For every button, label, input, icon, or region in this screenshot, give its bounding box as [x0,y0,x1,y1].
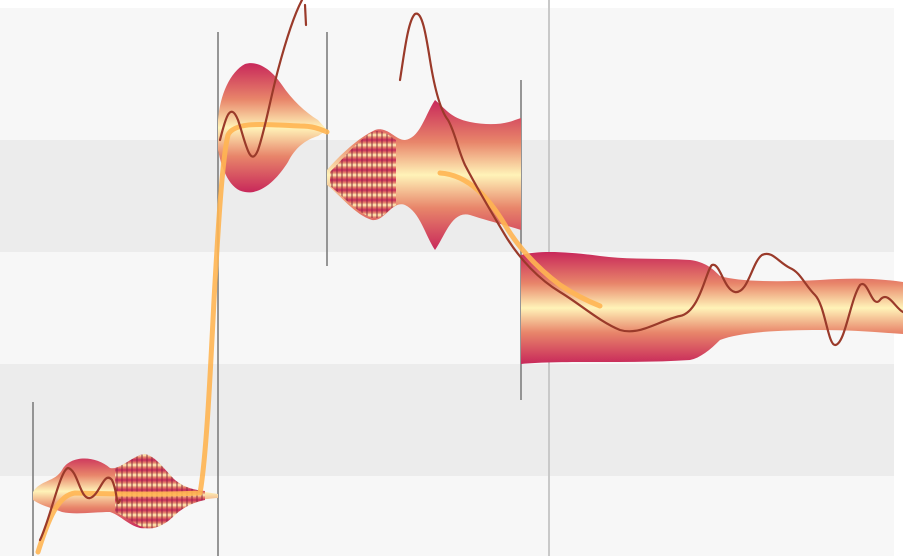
pitch-lane [0,8,903,30]
vibrato-hatch [330,130,396,219]
note-blob-4[interactable] [521,252,903,364]
pitch-curve[interactable] [38,0,903,542]
vibrato-hatch [115,454,205,529]
note-blob-2[interactable] [218,63,327,193]
scroll-edge [894,0,903,556]
ruler-strip [0,0,903,8]
